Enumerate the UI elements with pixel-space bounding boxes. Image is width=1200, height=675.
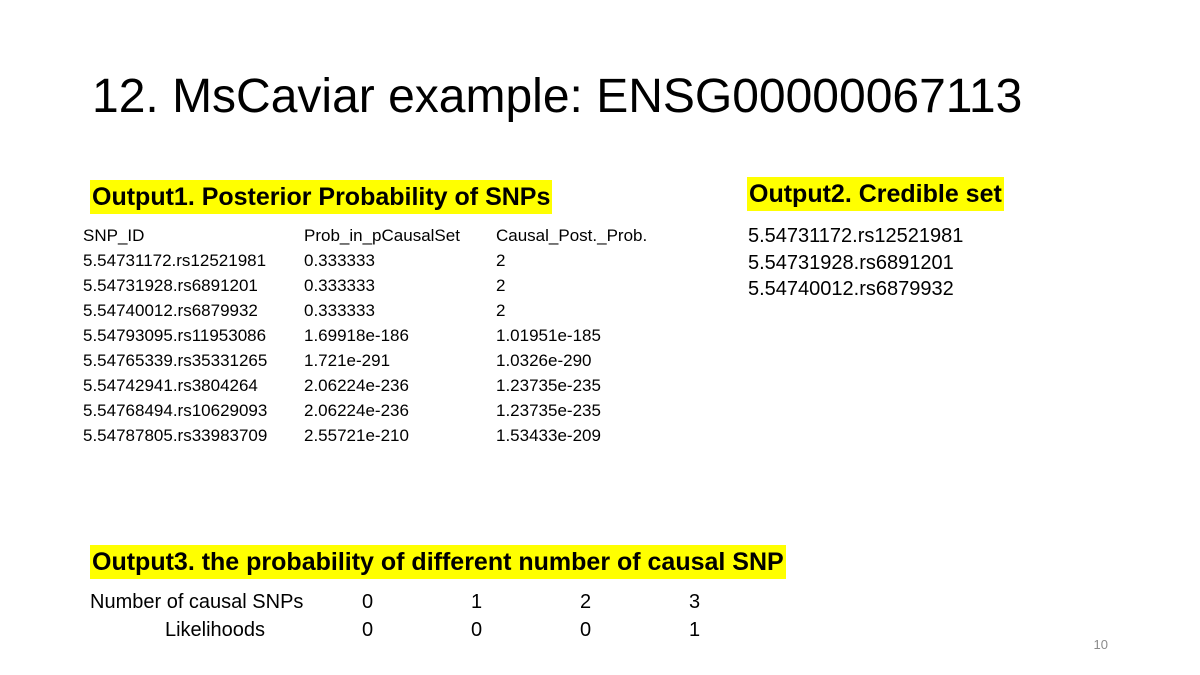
causal-post-prob-cell: 2 <box>496 250 506 270</box>
list-item: 5.54731928.rs6891201 <box>748 251 954 274</box>
causal-post-prob-cell: 2 <box>496 275 506 295</box>
table-row: 5.54787805.rs33983709 2.55721e-210 1.534… <box>83 423 676 448</box>
column-header-snp-id: SNP_ID <box>83 225 145 245</box>
causal-post-prob-cell: 1.0326e-290 <box>496 350 592 370</box>
causal-number-table: Number of causal SNPs 0 1 2 3 Likelihood… <box>90 588 798 644</box>
table-row: 5.54793095.rs11953086 1.69918e-186 1.019… <box>83 323 676 348</box>
snp-id-cell: 5.54731172.rs12521981 <box>83 250 267 270</box>
prob-in-pcausalset-cell: 0.333333 <box>304 275 375 295</box>
table-row: Likelihoods 0 0 0 1 <box>90 616 798 644</box>
causal-post-prob-cell: 1.53433e-209 <box>496 425 601 445</box>
credible-set-list: 5.54731172.rs12521981 5.54731928.rs68912… <box>748 223 963 303</box>
row-label-number-of-causal-snps: Number of causal SNPs <box>90 590 304 613</box>
prob-in-pcausalset-cell: 1.721e-291 <box>304 350 391 370</box>
snp-id-cell: 5.54787805.rs33983709 <box>83 425 268 445</box>
prob-in-pcausalset-cell: 2.06224e-236 <box>304 400 409 420</box>
posterior-probability-table: SNP_ID Prob_in_pCausalSet Causal_Post._P… <box>83 223 676 448</box>
causal-post-prob-cell: 1.23735e-235 <box>496 375 601 395</box>
causal-post-prob-cell: 1.23735e-235 <box>496 400 601 420</box>
snp-id-cell: 5.54740012.rs6879932 <box>83 300 258 320</box>
prob-in-pcausalset-cell: 0.333333 <box>304 300 375 320</box>
snp-id-cell: 5.54742941.rs3804264 <box>83 375 258 395</box>
likelihood-cell: 0 <box>580 618 592 641</box>
snp-id-cell: 5.54765339.rs35331265 <box>83 350 268 370</box>
prob-in-pcausalset-cell: 0.333333 <box>304 250 375 270</box>
likelihood-cell: 0 <box>362 618 374 641</box>
table-row: 5.54731172.rs12521981 0.333333 2 <box>83 248 676 273</box>
column-header-prob-in-pcausalset: Prob_in_pCausalSet <box>304 225 460 245</box>
prob-in-pcausalset-cell: 2.55721e-210 <box>304 425 409 445</box>
count-cell: 2 <box>580 590 592 613</box>
snp-id-cell: 5.54793095.rs11953086 <box>83 325 267 345</box>
count-cell: 1 <box>471 590 483 613</box>
list-item: 5.54740012.rs6879932 <box>748 278 954 300</box>
output3-heading: Output3. the probability of different nu… <box>90 545 786 579</box>
page-number: 10 <box>1093 637 1108 652</box>
snp-id-cell: 5.54731928.rs6891201 <box>83 275 258 295</box>
list-item: 5.54731172.rs12521981 <box>748 225 964 247</box>
table-row: 5.54768494.rs10629093 2.06224e-236 1.237… <box>83 398 676 423</box>
table-row: 5.54740012.rs6879932 0.333333 2 <box>83 298 676 323</box>
prob-in-pcausalset-cell: 1.69918e-186 <box>304 325 409 345</box>
table-row: 5.54731928.rs6891201 0.333333 2 <box>83 273 676 298</box>
slide-title: 12. MsCaviar example: ENSG00000067113 <box>92 70 1023 123</box>
output1-heading: Output1. Posterior Probability of SNPs <box>90 180 553 214</box>
count-cell: 0 <box>362 590 374 613</box>
likelihood-cell: 0 <box>471 618 483 641</box>
row-label-likelihoods: Likelihoods <box>164 618 266 641</box>
count-cell: 3 <box>689 590 701 613</box>
column-header-causal-post-prob: Causal_Post._Prob. <box>496 225 648 245</box>
likelihood-cell: 1 <box>689 618 701 641</box>
table-header-row: SNP_ID Prob_in_pCausalSet Causal_Post._P… <box>83 223 676 248</box>
prob-in-pcausalset-cell: 2.06224e-236 <box>304 375 409 395</box>
table-row: 5.54742941.rs3804264 2.06224e-236 1.2373… <box>83 373 676 398</box>
causal-post-prob-cell: 1.01951e-185 <box>496 325 601 345</box>
table-row: 5.54765339.rs35331265 1.721e-291 1.0326e… <box>83 348 676 373</box>
snp-id-cell: 5.54768494.rs10629093 <box>83 400 268 420</box>
causal-post-prob-cell: 2 <box>496 300 506 320</box>
table-row: Number of causal SNPs 0 1 2 3 <box>90 588 798 616</box>
output2-heading: Output2. Credible set <box>747 177 1004 211</box>
